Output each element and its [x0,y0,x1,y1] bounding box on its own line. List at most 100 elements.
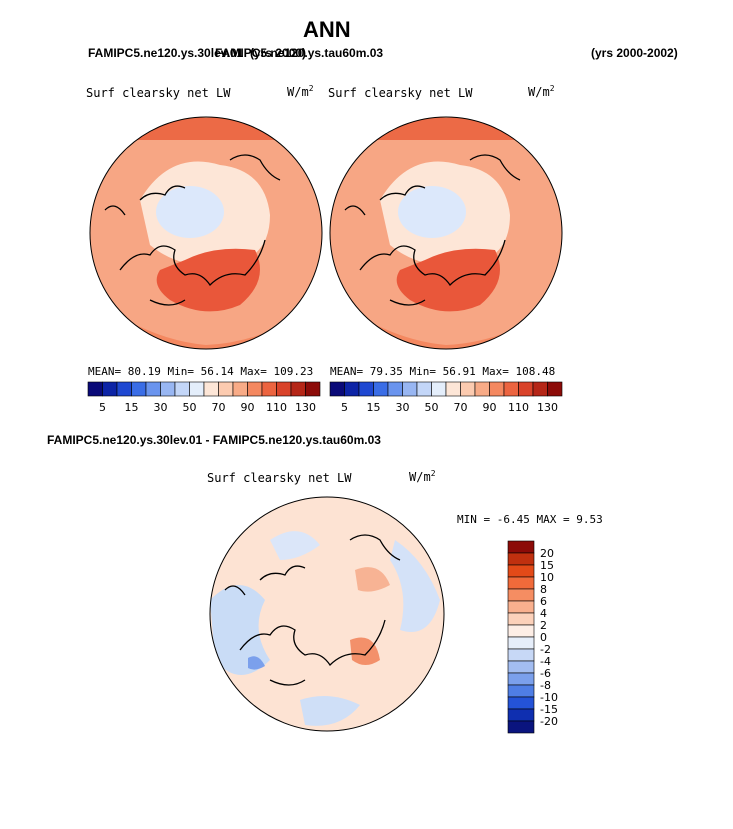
panel1-min-value: 56.14 [200,365,234,378]
colorbar-3-swatch [507,708,535,722]
panel1-title: Surf clearsky net LW [86,86,231,100]
map-3-blue-south [300,696,360,726]
colorbar-1-tick-label: 5 [99,401,106,414]
panel2-min-label: Min= [409,365,437,378]
colorbar-3-swatch [507,684,535,698]
panel3-units-text: W/m [409,470,431,484]
panel1-max-value: 109.23 [273,365,314,378]
colorbar-1-swatch [290,381,306,397]
map-3-blue-east [390,540,440,632]
colorbar-1-tick-label: 15 [125,401,139,414]
map-3-orange-patch [350,637,380,665]
colorbar-3-tick-label: 4 [540,607,547,620]
map-2-arctic-ice [398,186,466,238]
colorbar-3-swatch [507,660,535,674]
panel2-title: Surf clearsky net LW [328,86,473,100]
colorbar-1-swatch [102,381,118,397]
colorbar-3-tick-label: -4 [540,655,551,668]
panel2-units: W/m2 [528,84,555,99]
panel3-min-value: -6.45 [496,513,530,526]
colorbar-3-swatch [507,576,535,590]
colorbar-2-swatch [489,381,505,397]
map-3-blue-west [210,585,270,675]
colorbar-3-swatch [507,552,535,566]
colorbar-1-swatch [145,381,161,397]
years-label-mid: (yrs 2000) [250,46,307,60]
panel2-units-text: W/m [528,85,550,99]
colorbar-3-tick-label: 15 [540,559,554,572]
panel3-max-label: MAX = [536,513,570,526]
map-3-orange-patch-2 [355,567,390,592]
colorbar-3-tick-label: -8 [540,679,551,692]
colorbar-2-swatch [503,381,519,397]
colorbar-1-swatch [131,381,147,397]
map-1-warm-core [156,248,260,312]
colorbar-2: 5 15 30 50 70 90 110 130 [329,381,563,414]
colorbar-1-swatch [232,381,248,397]
map-2-coastline [344,154,521,306]
panel2-mean-label: MEAN= [330,365,364,378]
colorbar-3-swatch [507,672,535,686]
years-label-right: (yrs 2000-2002) [591,46,678,60]
colorbar-2-swatch [402,381,418,397]
colorbar-3-tick-label: 6 [540,595,547,608]
map-3-coastline [224,534,401,686]
colorbar-3-swatch [507,720,535,734]
map-1-coastline [104,154,281,306]
colorbar-2-tick-label: 110 [508,401,529,414]
colorbar-2-swatch [329,381,345,397]
panel2-mean-value: 79.35 [369,365,403,378]
colorbar-3-tick-label: 2 [540,619,547,632]
case-name-right: FAMIPC5.ne120.ys.tau60m.03 [215,46,384,60]
colorbar-2-swatch [474,381,490,397]
panel1-mean-value: 80.19 [127,365,161,378]
map-1 [90,117,322,349]
colorbar-1-swatch [247,381,263,397]
colorbar-1-swatch [87,381,103,397]
map-3-blue-dark [248,656,265,670]
colorbar-1-tick-label: 30 [154,401,168,414]
panel1-max-label: Max= [240,365,267,378]
colorbar-2-swatch [416,381,432,397]
panel1-min-label: Min= [167,365,195,378]
colorbar-1-swatch [160,381,176,397]
colorbar-2-swatch [387,381,403,397]
colorbar-1-tick-label: 110 [266,401,287,414]
panel3-min-label: MIN = [457,513,491,526]
colorbar-1-swatch [203,381,219,397]
colorbar-3-tick-label: 8 [540,583,547,596]
map-3-base [210,497,444,731]
colorbar-3-swatch [507,612,535,626]
colorbar-3-tick-label: 20 [540,547,554,560]
colorbar-1-swatch [218,381,234,397]
colorbar-2-swatch [518,381,534,397]
colorbar-3-tick-label: -10 [540,691,558,704]
panel3-stats: MIN = -6.45 MAX = 9.53 [457,513,603,526]
colorbar-2-swatch [445,381,461,397]
panel3-title: Surf clearsky net LW [207,471,352,485]
panel1-units-sup: 2 [308,84,314,93]
case-name-left: FAMIPC5.ne120.ys.30lev.01 [88,46,244,60]
colorbar-1-swatch [261,381,277,397]
map-1-arctic-ice [156,186,224,238]
panel2-units-sup: 2 [549,84,555,93]
map-1-outline [89,116,323,350]
panel2-max-label: Max= [482,365,509,378]
colorbar-1-swatch [305,381,321,397]
diff-title: FAMIPC5.ne120.ys.30lev.01 - FAMIPC5.ne12… [47,433,381,447]
colorbar-2-swatch [460,381,476,397]
colorbar-3-swatch [507,648,535,662]
colorbar-3-tick-label: -6 [540,667,551,680]
map-3 [210,497,444,731]
colorbar-1-tick-label: 90 [241,401,255,414]
colorbar-1-swatch [189,381,205,397]
map-2 [330,117,562,349]
map-3-outline [209,496,445,732]
colorbar-1-swatch [174,381,190,397]
colorbar-1-swatch [116,381,132,397]
panel1-units-text: W/m [287,85,309,99]
colorbar-2-swatch [532,381,548,397]
colorbar-1-swatch [276,381,292,397]
